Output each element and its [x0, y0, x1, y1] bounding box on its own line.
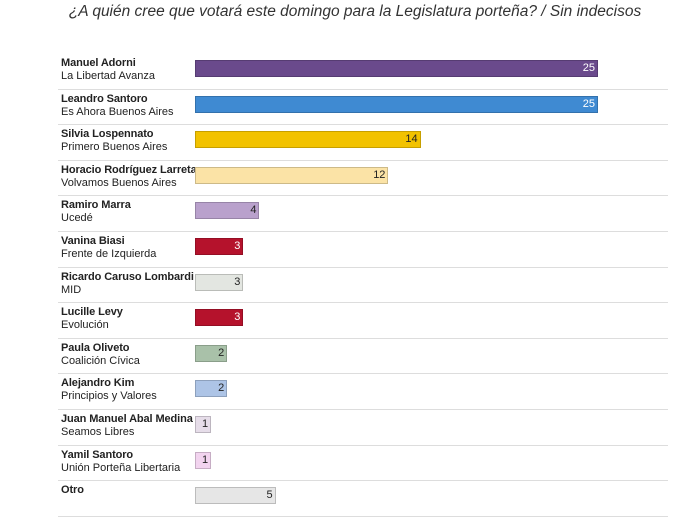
row-divider [58, 515, 668, 517]
party-name: Unión Porteña Libertaria [61, 461, 181, 474]
bar [195, 415, 212, 433]
bar [195, 131, 421, 149]
row-divider [58, 195, 668, 197]
candidate-name: Alejandro Kim [61, 377, 135, 390]
bar-row: Leandro Santoro Es Ahora Buenos Aires 25 [0, 90, 693, 126]
row-divider [58, 408, 668, 410]
party-name: Ucedé [61, 212, 93, 225]
bar [195, 309, 244, 327]
bar-row: Paula Oliveto Coalición Cívica 2 [0, 339, 693, 375]
candidate-name: Horacio Rodríguez Larreta [61, 163, 197, 176]
bar [195, 451, 212, 469]
bar-value-label: 25 [582, 62, 595, 74]
party-name: La Libertad Avanza [61, 70, 155, 82]
row-divider [58, 373, 668, 375]
candidate-name: Yamil Santoro [61, 448, 134, 461]
candidate-name: Leandro Santoro [61, 92, 148, 105]
bar-row: Otro 5 [0, 481, 693, 517]
party-name: Coalición Cívica [61, 354, 140, 367]
bar [195, 344, 228, 362]
row-divider [58, 444, 668, 446]
candidate-name: Otro [61, 484, 84, 497]
bar-value-label: 5 [266, 489, 273, 502]
row-divider [58, 159, 668, 161]
party-name: Primero Buenos Aires [61, 141, 168, 154]
row-divider [58, 266, 668, 268]
bar-value-label: 2 [218, 346, 225, 359]
bar [195, 237, 244, 255]
row-divider [58, 230, 668, 232]
candidate-name: Lucille Levy [61, 306, 123, 319]
bar-row: Juan Manuel Abal Medina Seamos Libres 1 [0, 410, 693, 446]
party-name: Volvamos Buenos Aires [61, 176, 177, 189]
bar [195, 380, 228, 398]
bar-value-label: 1 [201, 417, 209, 430]
bar [195, 60, 598, 77]
bar-row: Lucille Levy Evolución 3 [0, 303, 693, 339]
party-name: Principios y Valores [61, 390, 157, 403]
bar-row: Silvia Lospennato Primero Buenos Aires 14 [0, 125, 693, 161]
bar-value-label: 4 [250, 204, 257, 217]
party-name: Seamos Libres [61, 425, 135, 438]
bar-chart: Manuel Adorni La Libertad Avanza 25 Leandro… [0, 54, 693, 517]
bar-row: Ramiro Marra Ucedé 4 [0, 196, 693, 232]
row-divider [58, 88, 668, 90]
row-divider [58, 480, 668, 482]
chart-title: ¿A quién cree que votará este domingo pa… [68, 3, 642, 20]
bar [195, 95, 598, 113]
bar-row: Alejandro Kim Principios y Valores 2 [0, 374, 693, 410]
row-divider [58, 302, 668, 304]
candidate-name: Ramiro Marra [61, 199, 131, 212]
bar-value-label: 14 [405, 133, 418, 146]
candidate-name: Juan Manuel Abal Medina [61, 412, 193, 425]
bar-value-label: 2 [218, 382, 225, 395]
bar [195, 273, 244, 291]
bar-row: Ricardo Caruso Lombardi MID 3 [0, 268, 693, 304]
bar-value-label: 1 [201, 453, 209, 466]
candidate-name: Paula Oliveto [61, 341, 130, 354]
party-name: MID [61, 283, 82, 296]
party-name: Es Ahora Buenos Aires [61, 105, 174, 118]
bar-row: Manuel Adorni La Libertad Avanza 25 [0, 54, 693, 90]
candidate-name: Manuel Adorni [61, 57, 136, 69]
bar-value-label: 3 [234, 311, 241, 324]
bar-row: Horacio Rodríguez Larreta Volvamos Buenos… [0, 161, 693, 197]
bar-value-label: 12 [373, 168, 386, 181]
bar [195, 487, 276, 505]
bar-value-label: 25 [582, 97, 595, 110]
bar [195, 166, 389, 184]
bar-value-label: 3 [234, 275, 241, 288]
candidate-name: Vanina Biasi [61, 234, 125, 247]
bar-row: Vanina Biasi Frente de Izquierda 3 [0, 232, 693, 268]
bar-row: Yamil Santoro Unión Porteña Libertaria 1 [0, 446, 693, 482]
candidate-name: Ricardo Caruso Lombardi [61, 270, 194, 283]
row-divider [58, 337, 668, 339]
candidate-name: Silvia Lospennato [61, 128, 154, 141]
row-divider [58, 124, 668, 126]
party-name: Evolución [61, 319, 109, 332]
bar [195, 202, 260, 220]
bar-value-label: 3 [234, 239, 241, 252]
party-name: Frente de Izquierda [61, 247, 157, 260]
